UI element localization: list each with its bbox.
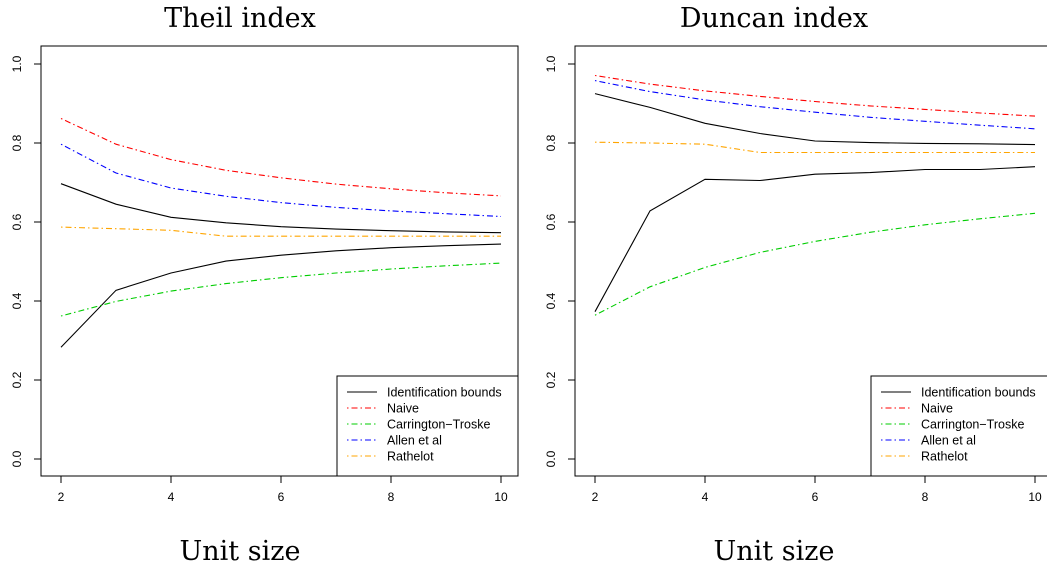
legend-label-identification-bounds: Identification bounds — [387, 386, 502, 400]
legend-label-identification-bounds: Identification bounds — [921, 386, 1036, 400]
y-tick-label: 0.2 — [10, 371, 24, 388]
series-line-identification-bounds-lower — [60, 243, 502, 348]
axes: 2 4 6 8 10 0.0 0.2 0.4 0.6 0.8 1.0 — [10, 55, 508, 504]
series-layer — [60, 118, 502, 348]
legend-label-naive: Naive — [387, 402, 419, 416]
series-line-rathelot — [594, 141, 1035, 154]
y-tick-label: 0.8 — [544, 134, 558, 151]
y-tick-label: 0.6 — [10, 213, 24, 230]
y-tick-label: 0.0 — [10, 450, 24, 467]
axes: 2 4 6 8 10 0.0 0.2 0.4 0.6 0.8 1.0 — [544, 55, 1042, 504]
series-line-naive — [594, 74, 1036, 117]
legend-label-rathelot: Rathelot — [387, 450, 434, 464]
legend-label-allen-et-al: Allen et al — [921, 434, 976, 448]
y-tick-label: 0.2 — [544, 371, 558, 388]
chart-title: Duncan index — [680, 3, 868, 34]
legend: Identification bounds Naive Carrington−Tro… — [336, 375, 519, 477]
plot-frame — [40, 45, 519, 477]
x-tick-label: 8 — [922, 490, 929, 504]
legend-label-naive: Naive — [921, 402, 953, 416]
x-tick-label: 2 — [592, 490, 599, 504]
chart-title: Theil index — [164, 3, 316, 34]
x-tick-label: 10 — [1028, 490, 1042, 504]
y-tick-label: 0.6 — [544, 213, 558, 230]
x-tick-label: 6 — [812, 490, 819, 504]
legend-label-carrington-troske: Carrington−Troske — [387, 418, 490, 432]
x-tick-label: 4 — [702, 490, 709, 504]
y-tick-label: 1.0 — [544, 55, 558, 72]
series-layer — [594, 74, 1036, 316]
legend-label-allen-et-al: Allen et al — [387, 434, 442, 448]
x-axis-label: Unit size — [180, 536, 301, 565]
y-tick-label: 0.0 — [544, 450, 558, 467]
y-tick-label: 1.0 — [10, 55, 24, 72]
series-line-rathelot — [60, 226, 501, 237]
legend-label-carrington-troske: Carrington−Troske — [921, 418, 1024, 432]
y-tick-label: 0.4 — [544, 292, 558, 309]
series-line-identification-bounds-upper — [594, 93, 1036, 146]
series-line-identification-bounds-upper — [60, 183, 502, 234]
x-tick-label: 8 — [388, 490, 395, 504]
series-line-naive — [60, 118, 502, 197]
legend: Identification bounds Naive Carrington−Tro… — [870, 375, 1047, 477]
x-axis-label: Unit size — [714, 536, 835, 565]
x-tick-label: 10 — [494, 490, 508, 504]
x-tick-label: 2 — [58, 490, 65, 504]
series-line-carrington-troske — [594, 212, 1036, 316]
series-line-carrington-troske — [60, 262, 502, 317]
series-line-allen-et-al — [594, 80, 1036, 130]
y-tick-label: 0.4 — [10, 292, 24, 309]
x-tick-label: 6 — [278, 490, 285, 504]
legend-label-rathelot: Rathelot — [921, 450, 968, 464]
series-line-identification-bounds-lower — [594, 166, 1036, 312]
legend-box — [870, 375, 1047, 477]
y-tick-label: 0.8 — [10, 134, 24, 151]
series-line-allen-et-al — [60, 143, 502, 218]
duncan-index-panel: Duncan index 2 4 6 8 10 0.0 0.2 0.4 0.6 0.8 1.0 Id… — [544, 3, 1047, 565]
plot-frame — [574, 45, 1047, 477]
legend-box — [336, 375, 519, 477]
theil-index-panel: Theil index 2 4 6 8 10 0.0 0.2 0.4 0.6 0.8 1.0 Ide… — [10, 3, 519, 565]
x-tick-label: 4 — [168, 490, 175, 504]
